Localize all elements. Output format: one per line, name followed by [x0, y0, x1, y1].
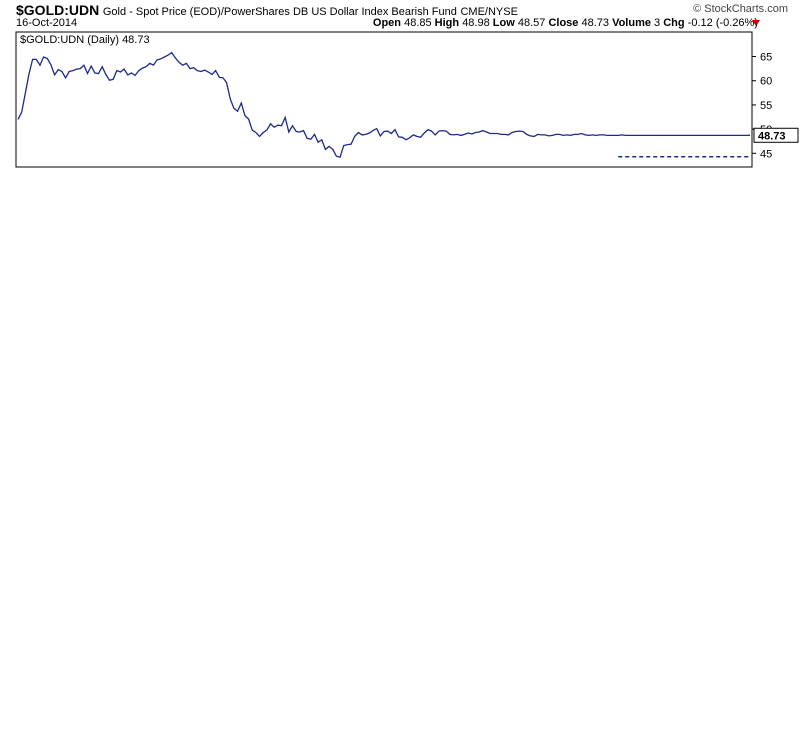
- y-tick-label: 45: [760, 148, 772, 160]
- chart-date: 16-Oct-2014: [16, 17, 78, 29]
- volume-value: 3: [654, 17, 661, 29]
- y-tick-label: 60: [760, 76, 772, 88]
- panel-title-gold_udn: $GOLD:UDN (Daily) 48.73: [20, 34, 150, 46]
- high-label: High: [434, 17, 460, 29]
- low-value: 48.57: [517, 17, 546, 29]
- close-value: 48.73: [581, 17, 609, 29]
- panel-gold_udn-frame: [15, 31, 753, 168]
- y-tick-label: 65: [760, 52, 772, 64]
- open-value: 48.85: [404, 17, 432, 29]
- y-tick-label: 55: [760, 100, 772, 112]
- exchange-label: CME/NYSE: [460, 6, 518, 18]
- ticker-symbol[interactable]: $GOLD:UDN: [16, 2, 100, 18]
- close-label: Close: [548, 17, 579, 29]
- volume-label: Volume: [612, 17, 651, 29]
- chg-value: -0.12 (-0.26%): [687, 17, 758, 29]
- symbol-description: Gold - Spot Price (EOD)/PowerShares DB U…: [102, 6, 457, 18]
- stockcharts-logo[interactable]: © StockCharts.com: [693, 3, 788, 15]
- high-value: 48.98: [462, 17, 490, 29]
- last-value-box-gold_udn: [753, 127, 799, 143]
- chart-header-title: $GOLD:UDN Gold - Spot Price (EOD)/PowerS…: [16, 2, 518, 18]
- low-label: Low: [492, 17, 515, 29]
- ohlc-summary: Open 48.85 High 48.98 Low 48.57 Close 48…: [373, 17, 758, 29]
- series-line-gold_udn: [17, 51, 751, 158]
- last-value-label-gold_udn: 48.73: [758, 130, 786, 142]
- down-triangle-icon: [752, 20, 760, 26]
- open-label: Open: [372, 17, 402, 29]
- chg-label: Chg: [663, 17, 685, 29]
